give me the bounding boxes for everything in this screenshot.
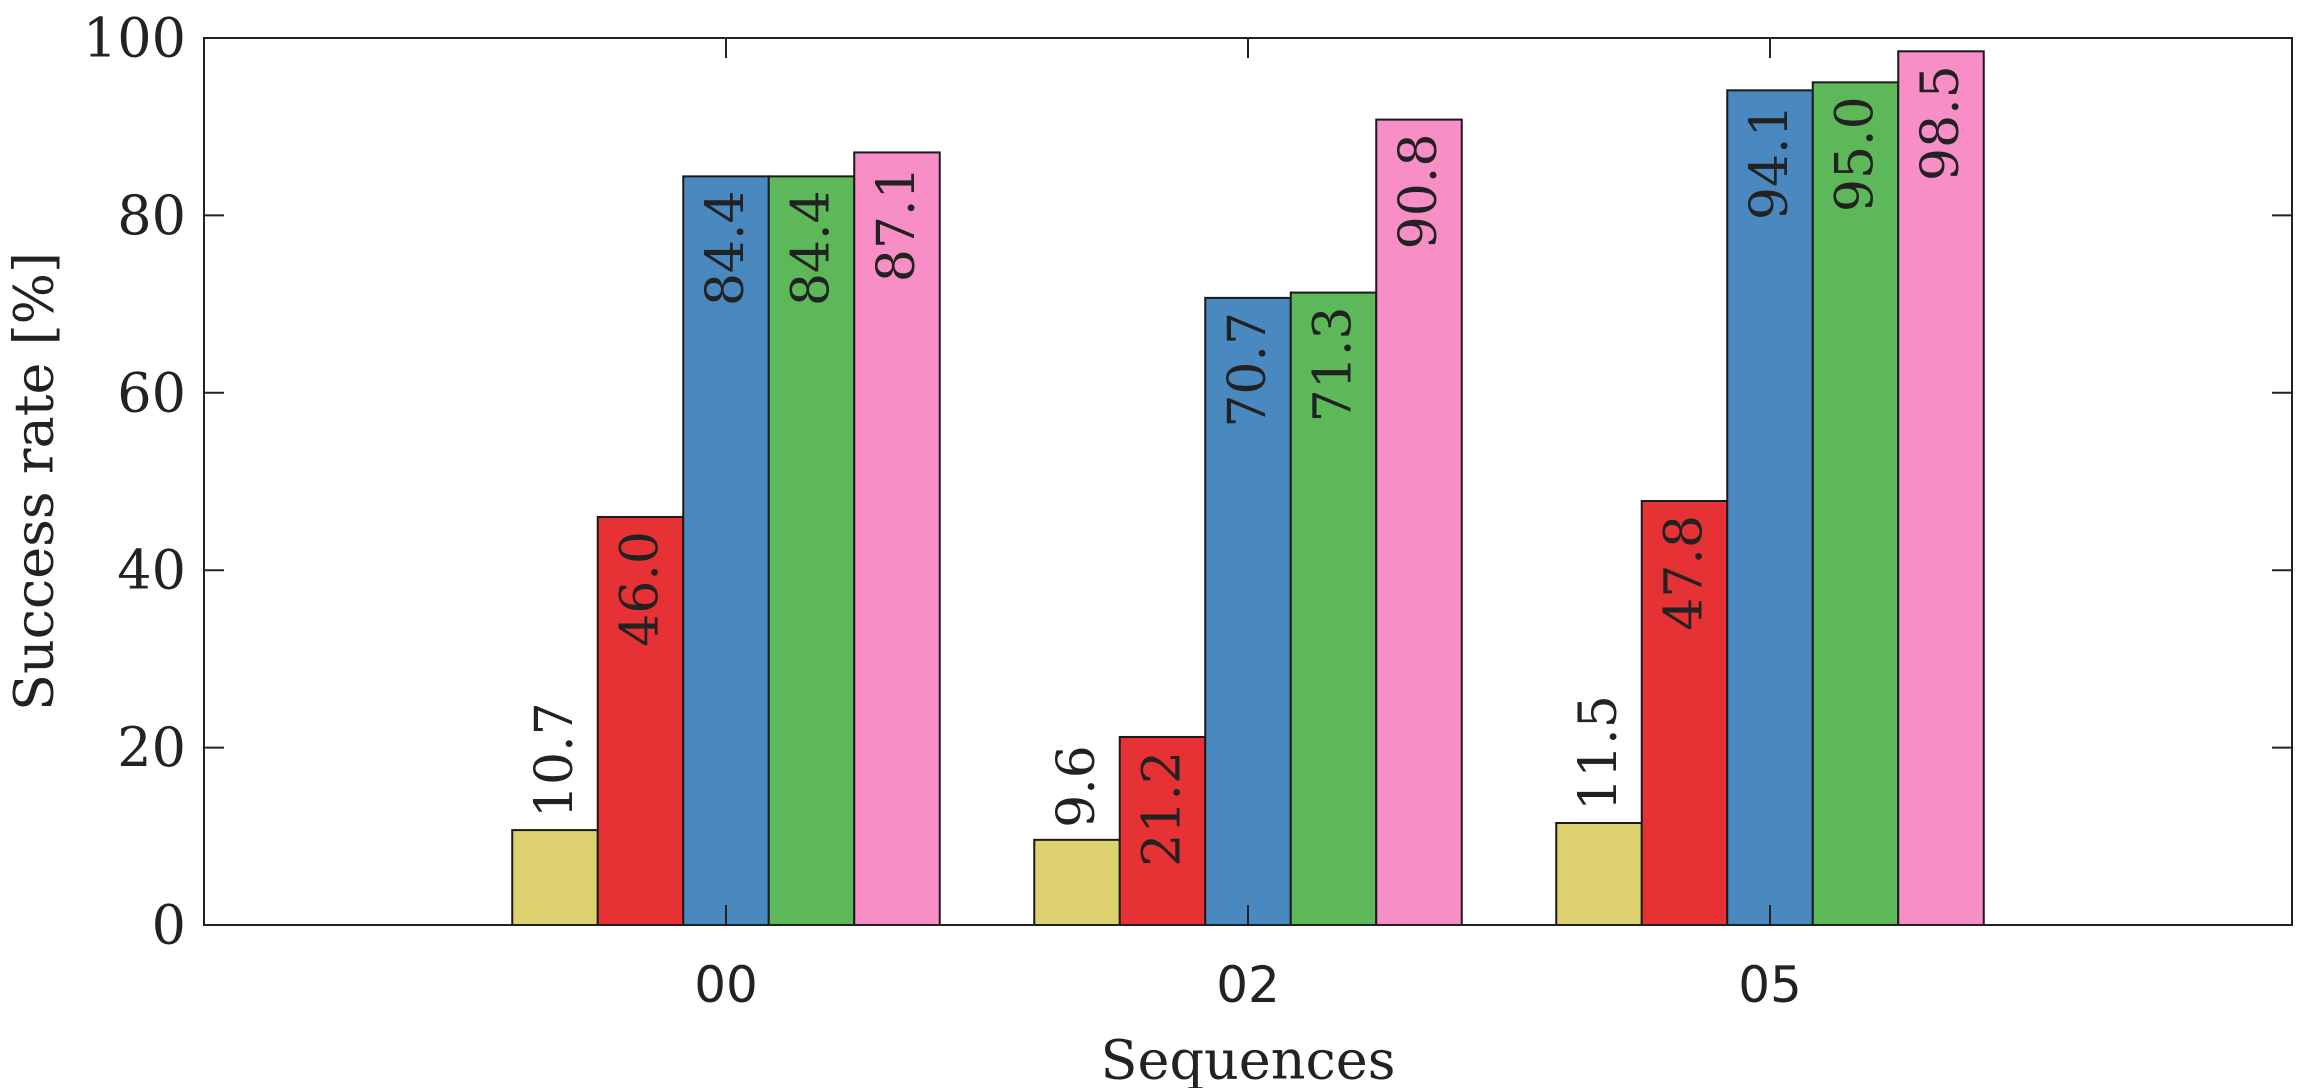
data-label-05-s4: 95.0 — [1826, 96, 1886, 212]
y-tick-label-100: 100 — [83, 7, 186, 70]
data-labels-layer: 10.7 46.0 84.4 84.4 87.1 9.6 21.2 70.7 71.3 90.8 1… — [525, 65, 1971, 866]
bar-00-s2 — [596, 515, 685, 926]
bars-layer — [511, 50, 1985, 927]
bar-05-s2 — [1640, 500, 1729, 926]
bar-05-s1 — [1555, 822, 1643, 926]
data-label-00-s4: 84.4 — [782, 190, 842, 306]
y-tick-label-40: 40 — [117, 539, 186, 602]
y-axis-title: Success rate [%] — [3, 252, 66, 711]
bar-05-s4 — [1811, 81, 1900, 927]
bar-05-s5 — [1897, 50, 1985, 927]
data-label-05-s2: 47.8 — [1655, 515, 1715, 631]
x-axis-title: Sequences — [1101, 1029, 1396, 1088]
data-label-00-s1: 10.7 — [525, 702, 585, 818]
data-label-02-s5: 90.8 — [1389, 134, 1449, 250]
bar-00-s5 — [853, 151, 941, 927]
y-tick-label-20: 20 — [117, 716, 186, 779]
bar-02-s5 — [1375, 118, 1463, 927]
data-label-02-s3: 70.7 — [1218, 312, 1278, 428]
x-tick-label-02: 02 — [1216, 956, 1280, 1014]
data-label-05-s5: 98.5 — [1911, 65, 1971, 181]
y-tick-label-60: 60 — [117, 361, 186, 424]
x-tick-label-00: 00 — [694, 956, 758, 1014]
bar-00-s3 — [682, 175, 770, 926]
data-label-00-s2: 46.0 — [611, 531, 671, 647]
data-label-02-s1: 9.6 — [1047, 745, 1107, 828]
bar-00-s4 — [767, 175, 856, 926]
bar-05-s3 — [1726, 89, 1814, 926]
data-label-00-s3: 84.4 — [696, 190, 756, 306]
x-tick-label-05: 05 — [1738, 956, 1802, 1014]
data-label-00-s5: 87.1 — [867, 166, 927, 282]
axes-layer: 0 20 40 60 80 100 00 02 05 — [83, 7, 2293, 1014]
bar-02-s3 — [1204, 296, 1292, 926]
data-label-02-s4: 71.3 — [1304, 307, 1364, 423]
y-tick-label-0: 0 — [152, 894, 186, 957]
data-label-05-s3: 94.1 — [1740, 104, 1800, 220]
data-label-02-s2: 21.2 — [1133, 751, 1193, 867]
data-label-05-s1: 11.5 — [1569, 695, 1629, 811]
y-tick-label-80: 80 — [117, 184, 186, 247]
bar-00-s1 — [511, 829, 599, 927]
bar-02-s1 — [1033, 838, 1121, 926]
